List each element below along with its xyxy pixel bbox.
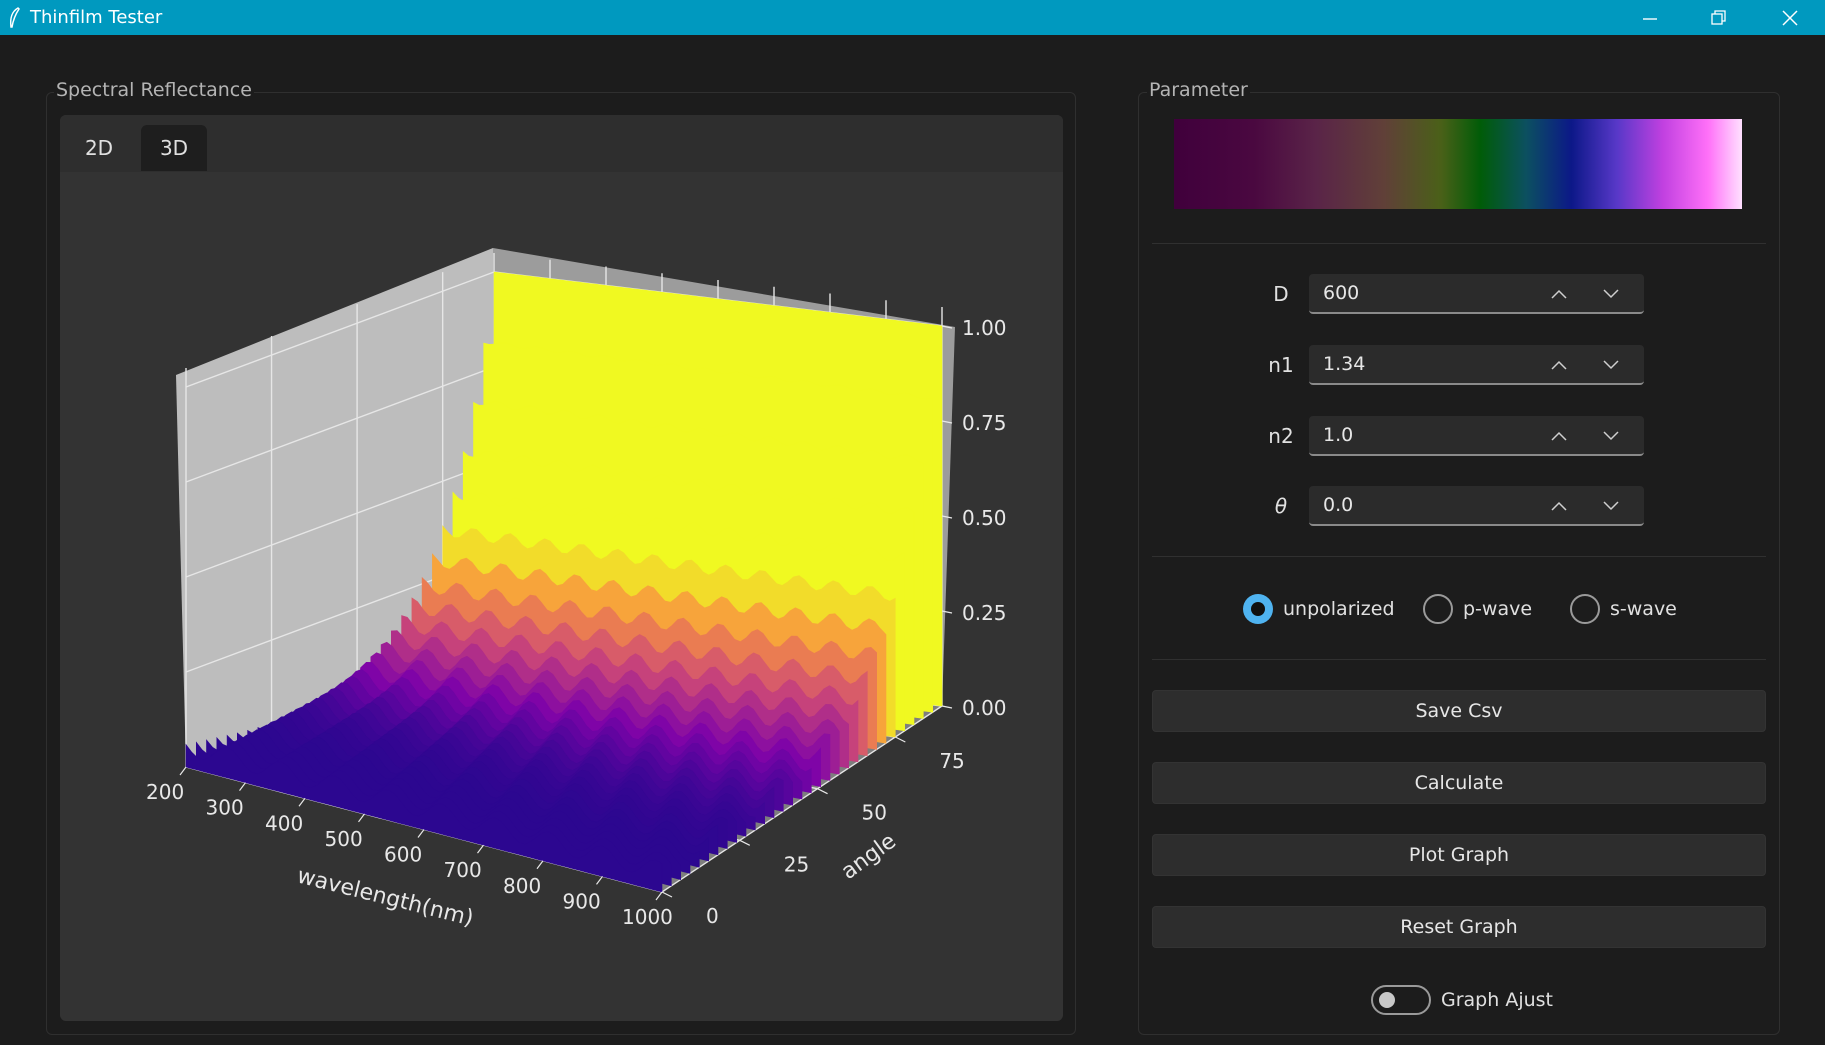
radio-s-wave-label: s-wave [1610,598,1677,620]
divider [1152,243,1766,244]
y-axis-label: angle [837,829,901,885]
chevron-down-icon[interactable] [1593,422,1629,450]
save-csv-button[interactable]: Save Csv [1152,690,1766,732]
n1-label: n1 [1268,353,1294,377]
z-tick-label: 0.00 [962,696,1007,720]
x-tick [596,876,603,885]
x-tick [477,844,484,854]
x-tick [536,860,544,870]
graph-adjust-label: Graph Ajust [1441,989,1553,1011]
theta-spinbox[interactable]: 0.0 [1309,486,1644,526]
x-tick [358,813,365,823]
radio-unpolarized-label: unpolarized [1283,598,1395,620]
d-label: D [1273,282,1289,306]
chevron-up-icon[interactable] [1541,422,1577,450]
z-tick-label: 0.50 [962,506,1007,530]
z-tick [941,420,953,424]
close-icon [1782,9,1798,26]
chevron-down-icon[interactable] [1593,351,1629,379]
close-button[interactable] [1755,0,1825,35]
n1-value: 1.34 [1323,353,1366,375]
z-tick-label: 0.75 [962,411,1007,435]
graph-adjust-toggle[interactable]: Graph Ajust [1371,985,1553,1015]
calculate-button[interactable]: Calculate [1152,762,1766,804]
radio-p-wave-label: p-wave [1463,598,1533,620]
n1-spinbox[interactable]: 1.34 [1309,345,1644,385]
y-tick [895,736,906,743]
z-tick [941,610,953,614]
feather-icon [0,0,28,35]
x-tick-label: 800 [503,874,541,898]
y-tick [661,891,673,898]
n2-spinbox[interactable]: 1.0 [1309,416,1644,456]
x-tick-label: 1000 [622,905,673,929]
x-tick-label: 500 [325,827,363,851]
tab-2d[interactable]: 2D [84,136,114,160]
chevron-up-icon[interactable] [1541,351,1577,379]
x-tick-label: 900 [563,889,601,913]
x-tick [417,829,425,838]
x-tick [239,782,246,791]
z-tick-label: 0.25 [962,601,1007,625]
d-spinbox[interactable]: 600 [1309,274,1644,314]
toggle-switch[interactable] [1371,985,1431,1015]
radio-s-wave[interactable]: s-wave [1570,592,1677,626]
divider [1152,556,1766,557]
z-tick [941,325,953,329]
minimize-button[interactable] [1615,0,1685,35]
reflectance-3d-plot: 200 300 400 500 600 700 800 900 1000 0 25 50 75 0.00 0… [146,248,1007,932]
chevron-up-icon[interactable] [1541,280,1577,308]
divider [1152,659,1766,660]
x-tick-label: 700 [444,858,482,882]
z-tick-label: 1.00 [962,316,1007,340]
radio-indicator [1570,594,1600,624]
spectral-reflectance-group [46,92,1076,1035]
spectral-reflectance-label: Spectral Reflectance [54,79,254,101]
toggle-knob [1379,992,1395,1008]
n2-label: n2 [1268,424,1294,448]
d-value: 600 [1323,282,1360,304]
reset-graph-button[interactable]: Reset Graph [1152,906,1766,948]
thin-film-color-preview [1174,119,1742,209]
x-tick [298,797,306,807]
x-tick [655,891,663,901]
y-tick-label: 75 [939,749,964,773]
plot-graph-button[interactable]: Plot Graph [1152,834,1766,876]
x-tick [179,766,187,776]
x-tick-label: 300 [206,796,244,820]
radio-indicator-selected [1243,594,1273,624]
parameter-label: Parameter [1147,79,1250,101]
tab-3d[interactable]: 3D [141,125,207,171]
y-tick [817,788,828,795]
chevron-down-icon[interactable] [1593,492,1629,520]
parameter-group [1138,92,1780,1035]
tab-bar [60,115,1063,172]
y-tick-label: 50 [862,801,887,825]
y-tick [739,839,751,846]
y-tick-label: 25 [784,852,809,876]
restore-button[interactable] [1684,0,1754,35]
radio-p-wave[interactable]: p-wave [1423,592,1532,626]
theta-value: 0.0 [1323,494,1354,516]
theta-label: θ [1274,494,1288,518]
n2-value: 1.0 [1323,424,1354,446]
z-tick [941,705,953,709]
chevron-down-icon[interactable] [1593,280,1629,308]
z-tick [941,515,953,519]
title-bar: Thinfilm Tester [0,0,1825,35]
x-tick-label: 600 [384,843,422,867]
radio-indicator [1423,594,1453,624]
y-tick-label: 0 [706,904,719,928]
x-tick-label: 400 [265,811,303,835]
window-title: Thinfilm Tester [30,7,163,28]
restore-icon [1711,9,1726,25]
minimize-icon [1643,17,1657,20]
x-tick-label: 200 [146,780,184,804]
chevron-up-icon[interactable] [1541,492,1577,520]
radio-unpolarized[interactable]: unpolarized [1243,592,1395,626]
